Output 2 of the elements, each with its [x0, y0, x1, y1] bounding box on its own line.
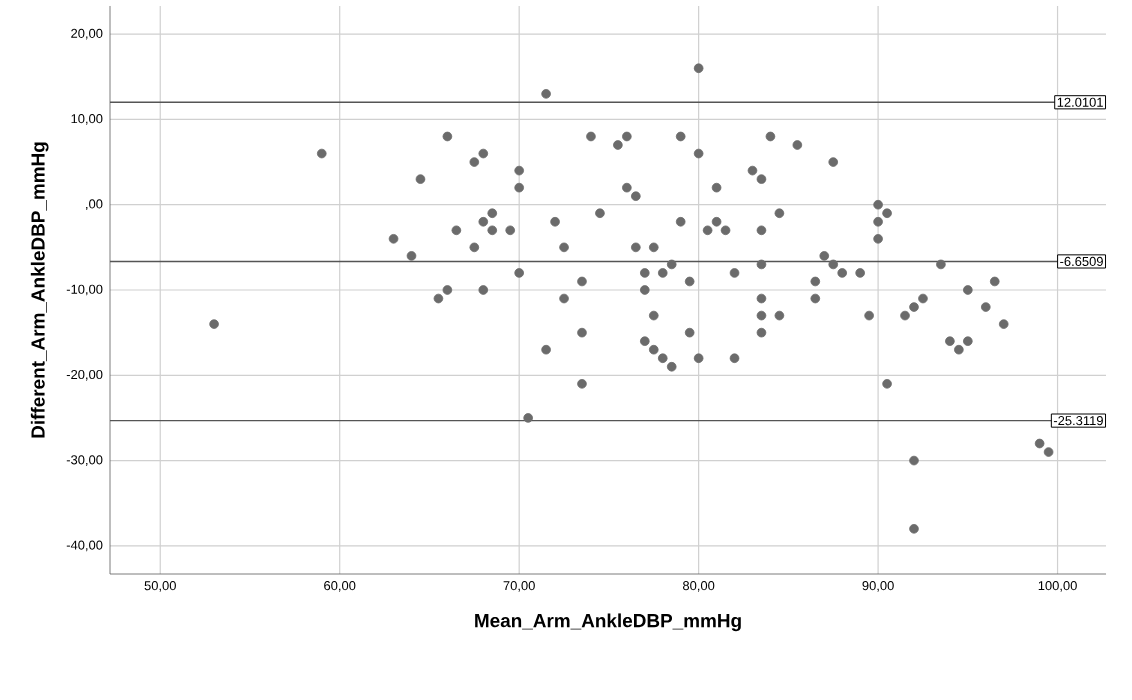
y-axis-title: Different_Arm_AnkleDBP_mmHg — [30, 142, 49, 438]
x-axis-title: Mean_Arm_AnkleDBP_mmHg — [475, 613, 741, 632]
